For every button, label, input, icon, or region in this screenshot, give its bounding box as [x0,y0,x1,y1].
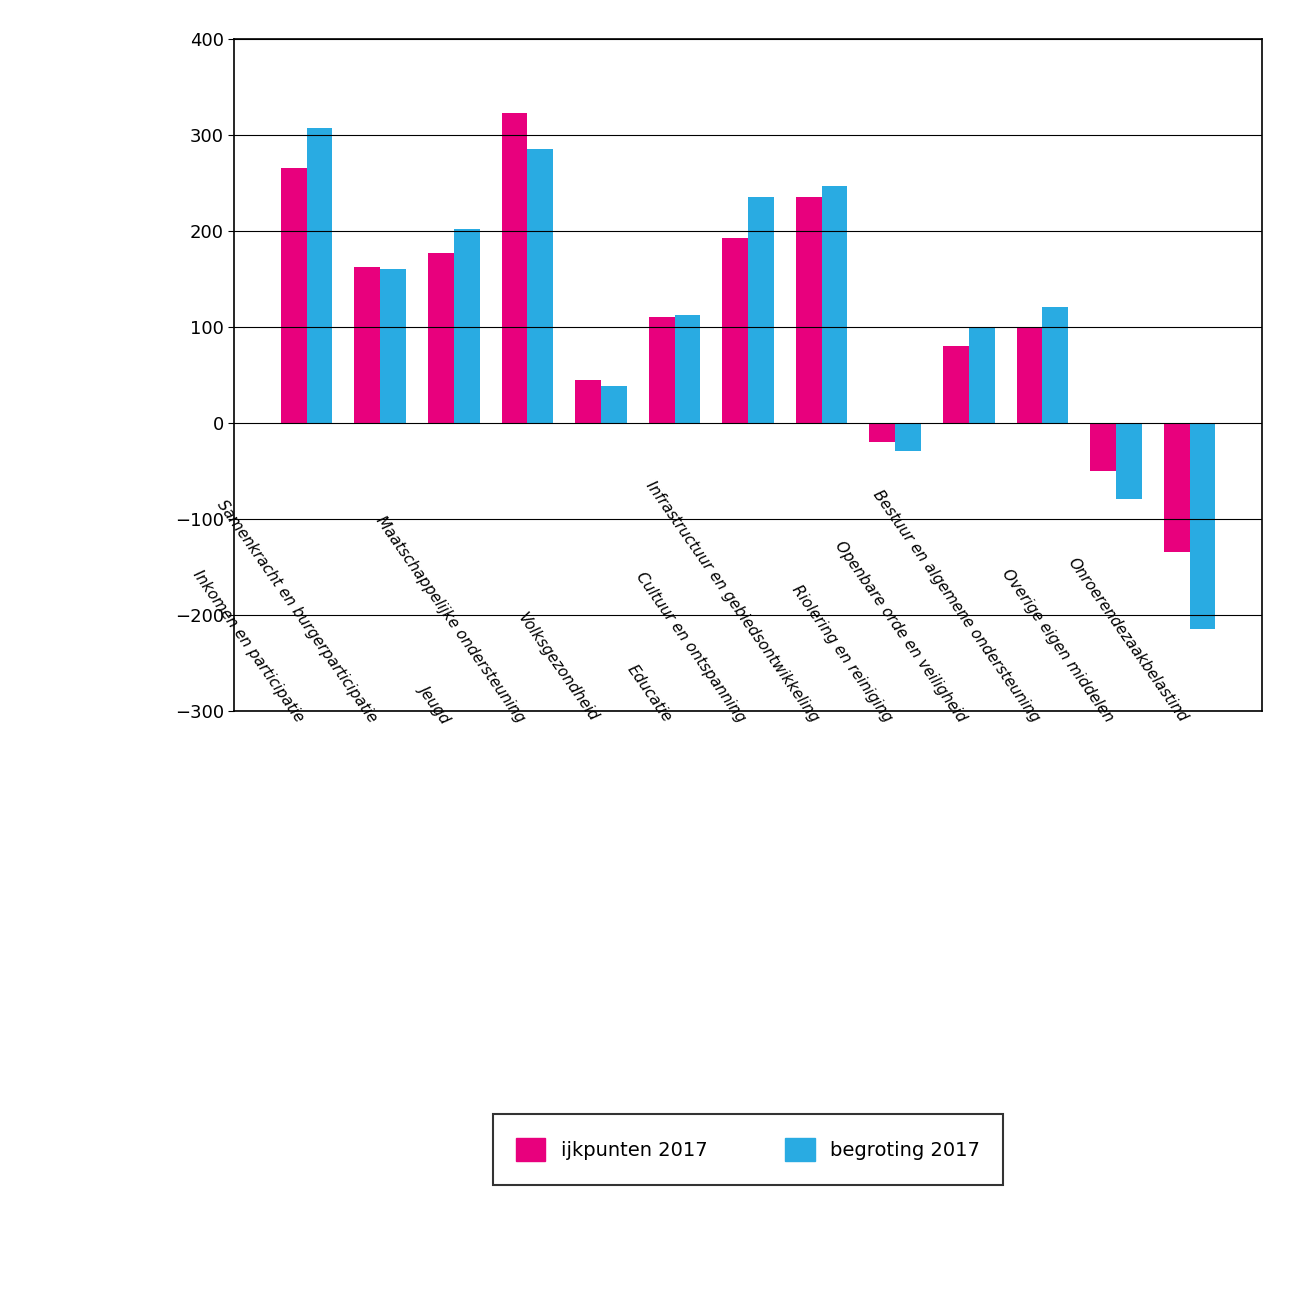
Bar [649,317,674,422]
Bar [1164,422,1189,552]
Bar [1042,307,1068,422]
Bar [527,149,553,422]
Bar [281,168,307,422]
Bar [969,327,994,422]
Bar [822,186,847,422]
Bar [307,128,332,422]
Bar [1090,422,1116,470]
Bar [1189,422,1215,629]
Bar [895,422,921,451]
Bar [796,198,822,422]
Bar [1016,327,1042,422]
Bar [674,315,700,422]
Bar [575,380,601,422]
Legend: ijkpunten 2017, begroting 2017: ijkpunten 2017, begroting 2017 [493,1114,1003,1185]
Bar [1116,422,1142,500]
Bar [354,267,380,422]
Bar [380,269,406,422]
Bar [601,386,627,422]
Bar [722,239,748,422]
Bar [748,198,774,422]
Bar [943,346,969,422]
Bar [869,422,895,442]
Bar [428,253,454,422]
Bar [502,112,527,422]
Bar [454,229,480,422]
